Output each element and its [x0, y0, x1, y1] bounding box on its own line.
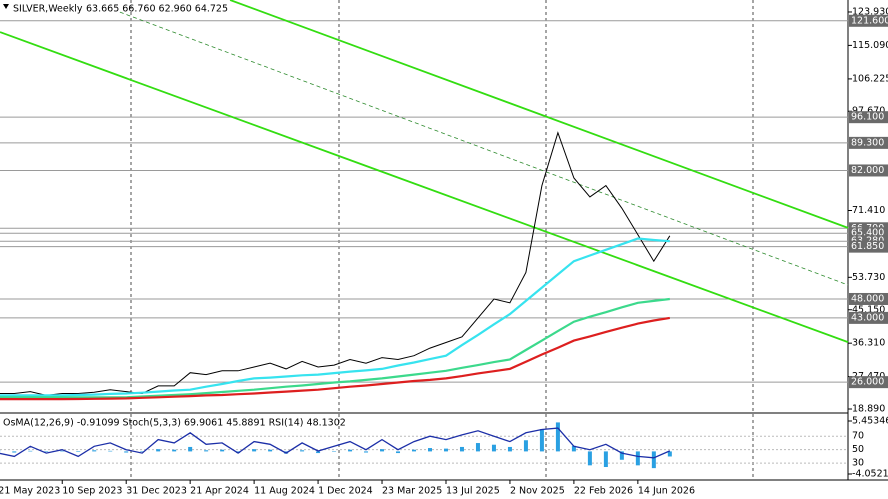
osma-bar [252, 449, 257, 452]
level-label-bg [849, 311, 888, 324]
osma-bar [300, 450, 305, 452]
x-tick-label: 23 Mar 2025 [382, 486, 442, 497]
osma-bar [108, 450, 113, 452]
osma-bar [236, 451, 241, 454]
level-label: 43.000 [851, 312, 884, 323]
x-tick-label: 14 Jun 2026 [638, 486, 695, 497]
level-label: 61.850 [851, 241, 884, 252]
osma-bar [523, 440, 528, 452]
x-tick-label: 10 Sep 2023 [62, 486, 122, 497]
trend-line [119, 11, 849, 286]
ohlc-text: 63.665 66.760 62.960 64.725 [86, 4, 228, 15]
osma-bar [427, 448, 432, 452]
level-label: 96.100 [851, 112, 884, 123]
osma-bar [92, 450, 97, 452]
level-label: 89.300 [851, 137, 884, 148]
y-tick-label: 18.890 [852, 404, 885, 415]
y-tick-label: -4.0521 [852, 468, 888, 479]
osma-bar [587, 451, 592, 466]
osma-bar [172, 449, 177, 452]
y-tick-label: 53.730 [852, 272, 885, 283]
indicator-title: OsMA(12,26,9) -0.91099 Stoch(5,3,3) 69.9… [3, 418, 346, 429]
osma-bar [412, 449, 417, 452]
osma-bar [475, 443, 480, 452]
level-label-bg [849, 14, 888, 27]
level-label-bg [849, 164, 888, 177]
x-tick-label: 21 Apr 2024 [190, 486, 249, 497]
osma-bar [12, 451, 17, 453]
x-tick-label: 1 Dec 2024 [318, 486, 373, 497]
osma-bar [491, 444, 496, 452]
header-icon [3, 4, 9, 9]
level-label: 26.000 [851, 377, 884, 388]
x-tick-label: 2 Nov 2025 [510, 486, 565, 497]
osma-bar [619, 451, 624, 460]
osma-bar [539, 429, 544, 452]
osma-bar [571, 445, 576, 452]
y-tick-label: 71.410 [852, 205, 885, 216]
osma-bar [348, 449, 353, 452]
x-tick-label: 22 Feb 2026 [574, 486, 633, 497]
osma-bar [507, 446, 512, 452]
osma-bar [364, 451, 369, 453]
x-tick-label: 13 Jul 2025 [446, 486, 500, 497]
y2-tick-label: 30 [852, 458, 864, 469]
y-tick-label: 36.310 [852, 338, 885, 349]
osma-bar [220, 449, 225, 452]
osma-bar [396, 451, 401, 454]
y-tick-label: 115.090 [852, 40, 888, 51]
osma-bar [188, 446, 193, 452]
x-tick-label: 21 May 2023 [0, 486, 60, 497]
osma-bar [555, 422, 560, 452]
osma-bar [651, 451, 656, 469]
level-label-bg [849, 111, 888, 124]
trend-line [0, 31, 849, 343]
y-tick-label: 106.225 [852, 73, 888, 84]
osma-bar [140, 451, 145, 452]
osma-bar [124, 451, 129, 453]
osma-bar [635, 451, 640, 466]
level-label: 82.000 [851, 165, 884, 176]
chart-title: SILVER,Weekly [13, 4, 83, 15]
trend-line [229, 0, 849, 229]
price-line [0, 131, 671, 396]
level-label: 121.600 [851, 15, 888, 26]
osma-bar [443, 448, 448, 452]
level-label-bg [849, 240, 888, 253]
x-tick-label: 11 Aug 2024 [254, 486, 315, 497]
moving-average [0, 316, 670, 401]
osma-bar [28, 450, 33, 452]
level-label-bg [849, 292, 888, 305]
osma-bar [60, 450, 65, 452]
x-tick-label: 31 Dec 2023 [126, 486, 187, 497]
osma-bar [667, 451, 672, 457]
osma-bar [76, 451, 81, 452]
osma-bar [156, 449, 161, 452]
level-label: 48.000 [851, 293, 884, 304]
osma-bar [459, 446, 464, 452]
level-label: 65.400 [851, 228, 884, 239]
y2-tick-label: 50 [852, 444, 864, 455]
level-label-bg [849, 136, 888, 149]
rsi-line [0, 427, 671, 459]
y2-tick-label: 70 [852, 431, 864, 442]
y-tick-label: 5.45346 [852, 415, 888, 426]
moving-average [0, 237, 670, 397]
y-tick-label: 123.930 [852, 6, 888, 17]
osma-bar [204, 450, 209, 452]
osma-bar [44, 451, 49, 452]
moving-average [0, 297, 670, 399]
level-label-bg [849, 376, 888, 389]
osma-bar [332, 451, 337, 452]
osma-bar [380, 449, 385, 452]
osma-bar [316, 451, 321, 454]
y-tick-label: 45.150 [852, 304, 885, 315]
osma-bar [268, 449, 273, 452]
osma-bar [603, 451, 608, 468]
